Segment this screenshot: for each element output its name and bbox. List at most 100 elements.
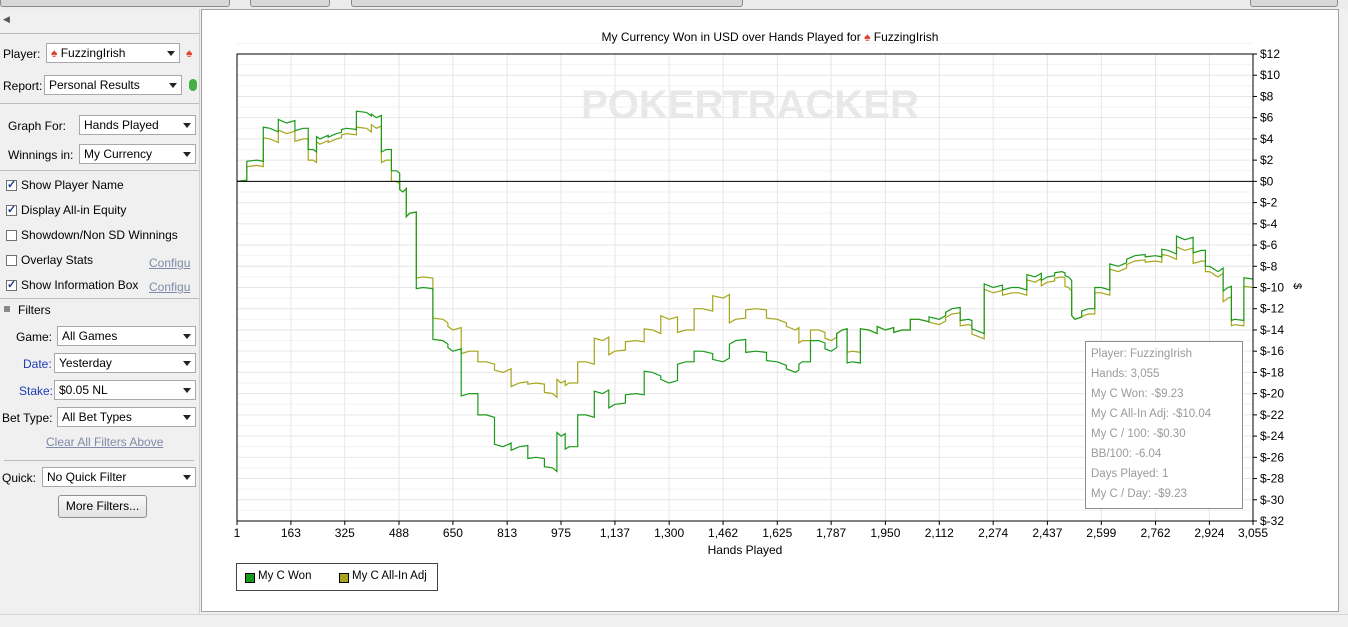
player-select[interactable]: ♠ FuzzingIrish: [46, 43, 180, 63]
chevron-down-icon: [183, 415, 191, 420]
info-line: Hands: 3,055: [1091, 368, 1160, 380]
quick-filter-select[interactable]: No Quick Filter: [42, 467, 196, 487]
y-tick-label: $-30: [1260, 493, 1284, 507]
status-bar: [0, 614, 1348, 627]
y-tick-label: $8: [1260, 89, 1274, 103]
chevron-down-icon: [183, 334, 191, 339]
legend-label-won: My C Won: [258, 570, 312, 582]
bettype-select[interactable]: All Bet Types: [57, 407, 196, 427]
chevron-down-icon: [183, 123, 191, 128]
x-tick-label: 2,274: [978, 526, 1008, 540]
report-value: Personal Results: [49, 78, 140, 92]
y-tick-label: $-26: [1260, 450, 1284, 464]
stake-select[interactable]: $0.05 NL: [54, 380, 196, 400]
y-tick-label: $-20: [1260, 387, 1284, 401]
x-tick-label: 1: [234, 526, 241, 540]
game-label: Game:: [16, 330, 53, 344]
x-tick-label: 163: [281, 526, 301, 540]
checkbox-4[interactable]: [6, 278, 17, 291]
player-label: Player:: [3, 47, 41, 61]
quick-label: Quick:: [2, 471, 37, 485]
x-tick-label: 2,599: [1086, 526, 1116, 540]
checkbox-label[interactable]: Show Player Name: [21, 178, 124, 192]
stake-label[interactable]: Stake:: [19, 384, 54, 398]
tab-strip-left[interactable]: [0, 0, 230, 7]
x-tick-label: 1,950: [870, 526, 900, 540]
y-tick-label: $-28: [1260, 472, 1284, 486]
y-tick-label: $0: [1260, 174, 1274, 188]
winnings-value: My Currency: [84, 147, 153, 161]
chevron-down-icon: [169, 83, 177, 88]
info-line: My C / 100: -$0.30: [1091, 428, 1186, 440]
checkbox-label[interactable]: Show Information Box: [21, 278, 139, 292]
info-line: My C / Day: -$9.23: [1091, 488, 1187, 500]
results-chart: POKERTRACKER $12 $10 $8 $6 $4 $2 $0 $-2 $-4 $-6 $-…: [234, 42, 1285, 557]
report-select[interactable]: Personal Results: [44, 75, 182, 95]
series-line-won: [236, 110, 1254, 473]
information-box: Player: FuzzingIrish Hands: 3,055 My C W…: [1085, 341, 1243, 509]
x-tick-label: 2,437: [1032, 526, 1062, 540]
game-select[interactable]: All Games: [57, 326, 196, 346]
tab-strip-mid[interactable]: [250, 0, 330, 7]
y-tick-label: $-24: [1260, 429, 1284, 443]
graph-panel: POKERTRACKER $12 $10 $8 $6 $4 $2 $0 $-2 $-4 $-6 $-…: [201, 9, 1339, 612]
y-tick-label: $-6: [1260, 238, 1278, 252]
collapse-filters-icon[interactable]: [4, 306, 10, 312]
legend-label-allin: My C All-In Adj: [352, 570, 427, 582]
game-value: All Games: [62, 329, 118, 343]
date-select[interactable]: Yesterday: [54, 353, 196, 373]
more-filters-button[interactable]: More Filters...: [58, 495, 147, 518]
y-tick-label: $10: [1260, 68, 1280, 82]
collapse-left-icon[interactable]: ◀: [3, 14, 10, 24]
chart-axes: $12 $10 $8 $6 $4 $2 $0 $-2 $-4 $-6 $-8 $-10 $-12 $-14…: [234, 47, 1285, 557]
checkbox-0[interactable]: [6, 178, 17, 191]
player-spade-icon[interactable]: ♠: [186, 46, 193, 60]
x-tick-label: 813: [497, 526, 517, 540]
clear-filters-link[interactable]: Clear All Filters Above: [46, 435, 164, 449]
x-tick-label: 1,625: [762, 526, 792, 540]
checkbox-label[interactable]: Overlay Stats: [21, 253, 94, 267]
refresh-icon[interactable]: [189, 79, 197, 91]
tab-strip-right[interactable]: [351, 0, 743, 7]
y-tick-label: $-16: [1260, 344, 1284, 358]
legend-swatch-allin: [339, 573, 349, 583]
report-label: Report:: [3, 79, 43, 93]
checkbox-3[interactable]: [6, 255, 17, 266]
x-tick-label: 1,300: [654, 526, 684, 540]
chevron-down-icon: [183, 475, 191, 480]
player-value: FuzzingIrish: [60, 46, 126, 60]
graph-for-select[interactable]: Hands Played: [79, 115, 196, 135]
quick-filter-value: No Quick Filter: [47, 470, 127, 484]
infobox-configure-link[interactable]: Configu: [149, 280, 191, 294]
x-tick-label: 1,462: [708, 526, 738, 540]
checkbox-label[interactable]: Showdown/Non SD Winnings: [21, 228, 178, 242]
overlay-configure-link[interactable]: Configu: [149, 256, 191, 270]
chart-title: My Currency Won in USD over Hands Played…: [202, 30, 1338, 44]
checkbox-1[interactable]: [6, 203, 17, 216]
checkbox-2[interactable]: [6, 230, 17, 241]
winnings-select[interactable]: My Currency: [79, 144, 196, 164]
x-tick-label: 975: [551, 526, 571, 540]
chart-title-player: FuzzingIrish: [873, 30, 939, 44]
x-tick-label: 1,137: [600, 526, 630, 540]
info-line: My C Won: -$9.23: [1091, 388, 1184, 400]
sidebar: ◀ Player: ♠ FuzzingIrish ♠ Report: Perso…: [0, 9, 200, 614]
tab-strip-far[interactable]: [1250, 0, 1338, 7]
graph-for-label: Graph For:: [8, 119, 67, 133]
date-label[interactable]: Date:: [23, 357, 52, 371]
x-axis-label: Hands Played: [708, 543, 783, 557]
y-tick-label: $-14: [1260, 323, 1284, 337]
y-tick-label: $-4: [1260, 217, 1278, 231]
chevron-down-icon: [183, 361, 191, 366]
y-tick-label: $6: [1260, 111, 1274, 125]
pokertracker-watermark: POKERTRACKER: [581, 83, 919, 127]
x-tick-label: 1,787: [816, 526, 846, 540]
y-tick-label: $-10: [1260, 281, 1284, 295]
checkbox-label[interactable]: Display All-in Equity: [21, 203, 127, 217]
chevron-down-icon: [167, 51, 175, 56]
date-value: Yesterday: [59, 356, 112, 370]
y-tick-label: $12: [1260, 47, 1280, 61]
x-tick-label: 650: [443, 526, 463, 540]
top-toolbar: [0, 0, 1348, 9]
x-tick-label: 325: [335, 526, 355, 540]
